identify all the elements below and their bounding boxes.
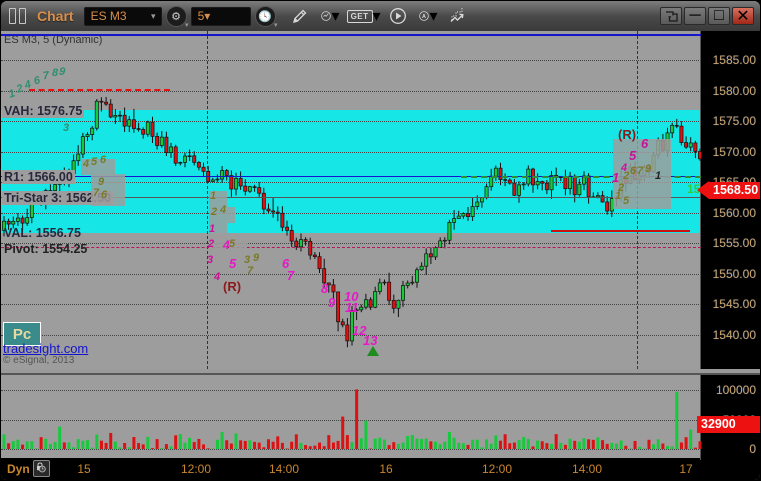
svg-text:A: A (422, 14, 426, 20)
